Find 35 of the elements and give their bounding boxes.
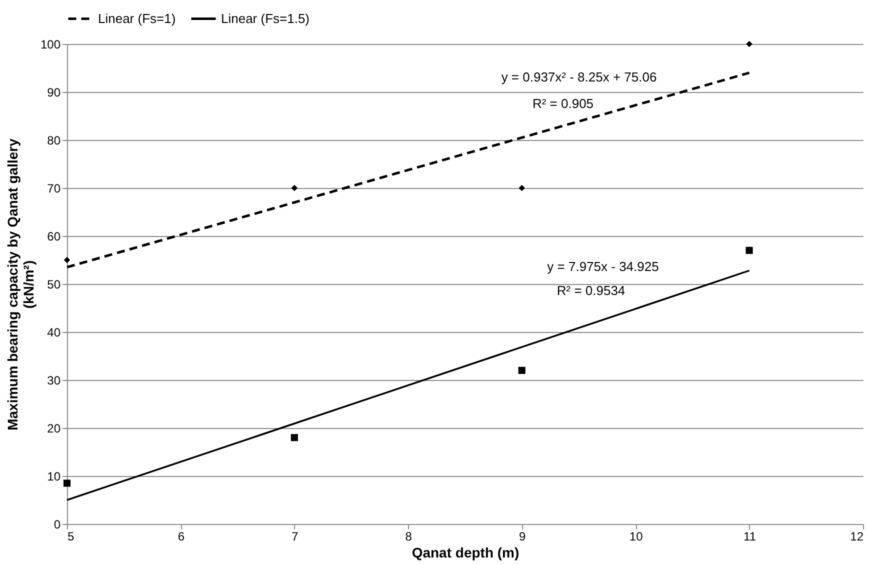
x-axis-title: Qanat depth (m) — [412, 544, 520, 560]
y-tick-label: 20 — [47, 422, 61, 436]
legend-label: Linear (Fs=1) — [98, 10, 176, 26]
x-tick-label: 6 — [178, 530, 185, 544]
annotation: R² = 0.905 — [532, 96, 594, 111]
point — [290, 434, 298, 442]
x-tick-label: 7 — [292, 530, 299, 544]
annotation: R² = 0.9534 — [556, 283, 626, 298]
point — [291, 184, 298, 192]
point — [63, 480, 71, 487]
y-tick-label: 60 — [47, 230, 61, 244]
annotation: y = 7.975x - 34.925 — [547, 259, 659, 274]
x-tick-label: 9 — [519, 530, 526, 544]
point — [518, 184, 526, 192]
y-tick-label: 90 — [47, 86, 61, 100]
x-tick-label: 12 — [850, 530, 864, 544]
y-tick-label: 50 — [47, 278, 61, 292]
point — [518, 366, 526, 374]
x-tick-label: 8 — [405, 530, 412, 544]
y-tick-label: 40 — [47, 326, 61, 340]
point — [746, 246, 753, 254]
y-tick-label: 10 — [47, 470, 61, 484]
point — [746, 40, 752, 48]
y-axis-title: Maximum bearing capacity by Qanat gallery (kN/m²) — [4, 138, 36, 430]
y-tick-label: 100 — [40, 38, 61, 52]
y-tick-label: 0 — [54, 518, 61, 532]
y-tick-label: 30 — [47, 374, 61, 388]
annotation: y = 0.937x² - 8.25x + 75.06 — [501, 70, 657, 85]
legend-label: Linear (Fs=1.5) — [221, 10, 310, 26]
x-tick-label: 5 — [68, 530, 74, 544]
y-tick-label: 70 — [47, 182, 61, 196]
y-tick-label: 80 — [47, 134, 61, 148]
x-tick-label: 10 — [629, 530, 644, 544]
point — [64, 256, 70, 264]
x-tick-label: 11 — [744, 530, 756, 544]
